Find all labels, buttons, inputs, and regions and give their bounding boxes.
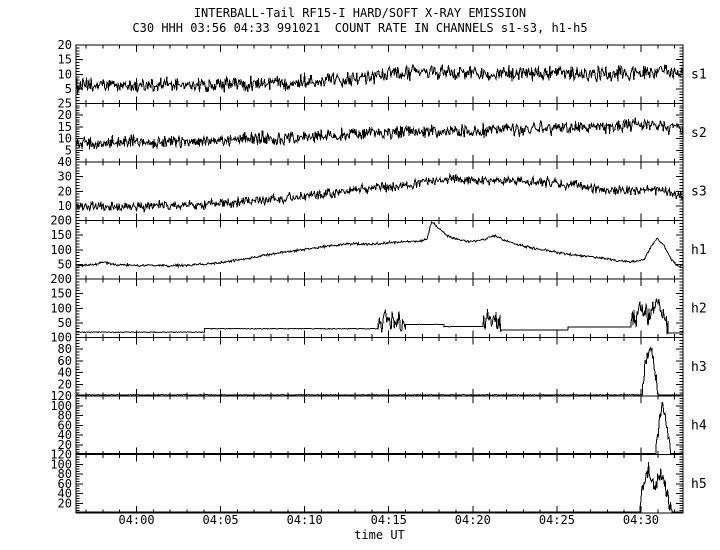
panel-h1-border xyxy=(75,220,684,280)
ytick-label-s3-10: 10 xyxy=(58,199,72,213)
trace-h3 xyxy=(75,346,683,397)
chart-subtitle: C30 HHH 03:56 04:33 991021 COUNT RATE IN… xyxy=(132,21,588,35)
ytick-label-s1-20: 20 xyxy=(58,38,72,52)
chart-title: INTERBALL-Tail RF15-I HARD/SOFT X-RAY EM… xyxy=(193,6,527,20)
ytick-label-s3-20: 20 xyxy=(58,184,72,198)
ytick-label-s1-15: 15 xyxy=(58,53,72,67)
ytick-label-h5-100: 100 xyxy=(50,457,72,471)
channel-label-s3: s3 xyxy=(691,184,707,199)
panel-h2-border xyxy=(75,278,684,338)
trace-h4 xyxy=(75,401,684,455)
ytick-label-s2-20: 20 xyxy=(58,108,72,122)
ytick-label-s2-25: 25 xyxy=(58,97,72,111)
ytick-label-h5-40: 40 xyxy=(58,487,72,501)
ytick-label-h3-80: 80 xyxy=(58,342,72,356)
ytick-label-h4-120: 120 xyxy=(50,389,72,403)
ytick-label-h3-20: 20 xyxy=(58,377,72,391)
panel-h4-border xyxy=(75,395,684,455)
trace-h5 xyxy=(75,461,683,513)
xtick-label-04:25: 04:25 xyxy=(539,513,575,527)
ytick-label-h1-100: 100 xyxy=(50,243,72,257)
xtick-label-04:10: 04:10 xyxy=(287,513,323,527)
ytick-label-s3-30: 30 xyxy=(58,170,72,184)
xtick-label-04:15: 04:15 xyxy=(371,513,407,527)
ytick-label-h3-40: 40 xyxy=(58,366,72,380)
trace-s1 xyxy=(75,63,684,94)
xtick-label-04:00: 04:00 xyxy=(118,513,154,527)
ytick-label-h4-100: 100 xyxy=(50,399,72,413)
trace-h1 xyxy=(75,221,683,269)
ytick-label-s2-15: 15 xyxy=(58,120,72,134)
trace-s3 xyxy=(75,172,684,213)
ytick-label-h2-150: 150 xyxy=(50,287,72,301)
ytick-label-h4-40: 40 xyxy=(58,428,72,442)
trace-h2 xyxy=(76,298,684,335)
ytick-label-h5-120: 120 xyxy=(50,448,72,462)
ytick-label-h5-60: 60 xyxy=(58,477,72,491)
ytick-label-h5-80: 80 xyxy=(58,467,72,481)
ytick-label-h4-60: 60 xyxy=(58,418,72,432)
ytick-label-h4-80: 80 xyxy=(58,409,72,423)
ytick-label-s1-10: 10 xyxy=(58,67,72,81)
ytick-label-h4-20: 20 xyxy=(58,438,72,452)
channel-label-h2: h2 xyxy=(691,301,707,316)
trace-s2 xyxy=(75,117,684,150)
ytick-label-h1-50: 50 xyxy=(58,257,72,271)
ytick-label-h3-100: 100 xyxy=(50,331,72,345)
channel-label-h4: h4 xyxy=(691,418,707,433)
channel-label-h1: h1 xyxy=(691,243,707,258)
ytick-label-h5-20: 20 xyxy=(58,496,72,510)
ytick-label-s3-40: 40 xyxy=(58,155,72,169)
ytick-label-s1-5: 5 xyxy=(65,82,72,96)
ytick-label-h2-100: 100 xyxy=(50,301,72,315)
ytick-label-s2-10: 10 xyxy=(58,132,72,146)
ytick-label-h2-200: 200 xyxy=(50,272,72,286)
xtick-label-04:20: 04:20 xyxy=(455,513,491,527)
ytick-label-h2-50: 50 xyxy=(58,316,72,330)
xtick-label-04:05: 04:05 xyxy=(203,513,239,527)
ytick-label-s2-5: 5 xyxy=(65,143,72,157)
panel-h3-border xyxy=(75,337,684,397)
channel-label-s1: s1 xyxy=(691,67,707,82)
channel-label-h5: h5 xyxy=(691,477,707,492)
panel-h5-border xyxy=(75,454,684,514)
x-axis-title: time UT xyxy=(354,528,405,542)
ytick-label-h3-60: 60 xyxy=(58,354,72,368)
xtick-label-04:30: 04:30 xyxy=(623,513,659,527)
ytick-label-h1-150: 150 xyxy=(50,228,72,242)
channel-label-h3: h3 xyxy=(691,360,707,375)
ytick-label-h1-200: 200 xyxy=(50,214,72,228)
channel-label-s2: s2 xyxy=(691,126,707,141)
